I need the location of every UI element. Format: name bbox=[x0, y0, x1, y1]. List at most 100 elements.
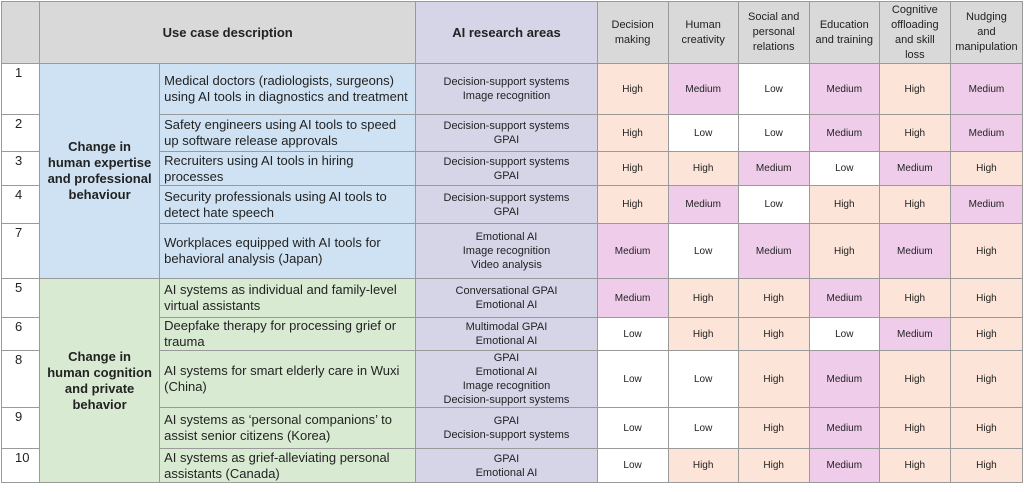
rating-cognitive-offloading: High bbox=[878, 448, 951, 483]
row-number: 7 bbox=[0, 223, 41, 279]
ai-area-item: Image recognition bbox=[462, 245, 551, 257]
rating-human-creativity: High bbox=[667, 151, 739, 186]
header-human-creativity: Human creativity bbox=[667, 1, 739, 64]
header-cognitive-offloading: Cognitive offloading and skill loss bbox=[878, 1, 951, 64]
rating-cognitive-offloading: Medium bbox=[878, 317, 951, 351]
ai-area-item: Decision-support systems bbox=[443, 394, 570, 406]
rating-social-relations: Medium bbox=[737, 151, 810, 186]
table-row: 7 Workplaces equipped with AI tools for b… bbox=[0, 223, 1024, 279]
rating-cognitive-offloading: High bbox=[878, 185, 951, 224]
rating-decision-making: High bbox=[596, 185, 669, 224]
rating-decision-making: Low bbox=[596, 317, 669, 351]
use-case-header: Use case description bbox=[39, 1, 417, 64]
table-row: 2 Safety engineers using AI tools to spee… bbox=[0, 114, 1024, 152]
group-label: Change in human expertise and professional… bbox=[39, 63, 161, 279]
use-case-description: Deepfake therapy for processing grief or… bbox=[159, 317, 417, 351]
rating-cognitive-offloading: Medium bbox=[878, 223, 951, 279]
ai-area-item: Image recognition bbox=[462, 90, 551, 102]
rating-decision-making: High bbox=[596, 114, 669, 152]
rating-cognitive-offloading: High bbox=[878, 407, 951, 449]
row-number: 2 bbox=[0, 114, 41, 152]
rating-nudging-manipulation: High bbox=[949, 350, 1024, 408]
rating-human-creativity: Low bbox=[667, 407, 739, 449]
rating-nudging-manipulation: Medium bbox=[949, 185, 1024, 224]
ai-area-item: GPAI bbox=[493, 415, 520, 427]
ai-area-item: GPAI bbox=[493, 452, 520, 465]
ai-research-areas: GPAI Emotional AI Image recognition Decisio… bbox=[415, 350, 598, 408]
rating-nudging-manipulation: High bbox=[949, 278, 1024, 318]
rating-education-training: Low bbox=[808, 317, 880, 351]
table-row: 6 Deepfake therapy for processing grief o… bbox=[0, 317, 1024, 351]
use-case-description: AI systems for smart elderly care in Wux… bbox=[159, 350, 417, 408]
rating-human-creativity: Low bbox=[667, 350, 739, 408]
header-nudging-manipulation: Nudging and manipulation bbox=[949, 1, 1024, 64]
table-row: 1 Change in human expertise and professiona… bbox=[0, 63, 1024, 279]
rating-decision-making: Medium bbox=[596, 278, 669, 318]
rating-education-training: Medium bbox=[808, 278, 880, 318]
ai-area-item: GPAI bbox=[493, 134, 520, 146]
rating-human-creativity: Low bbox=[667, 223, 739, 279]
header-education-training: Education and training bbox=[808, 1, 880, 64]
row-number: 6 bbox=[0, 317, 41, 351]
ai-research-areas: Decision-support systems GPAI bbox=[415, 151, 598, 186]
use-case-description: Workplaces equipped with AI tools for be… bbox=[159, 223, 417, 279]
rating-decision-making: Low bbox=[596, 350, 669, 408]
rating-cognitive-offloading: High bbox=[878, 114, 951, 152]
ai-area-item: Decision-support systems bbox=[443, 155, 570, 168]
ai-area-item: Decision-support systems bbox=[443, 429, 570, 441]
group-label: Change in human cognition and private behav… bbox=[39, 278, 161, 483]
row-number: 1 bbox=[0, 63, 41, 115]
ai-area-item: GPAI bbox=[493, 169, 520, 182]
header-social-relations: Social and personal relations bbox=[737, 1, 810, 64]
rating-education-training: High bbox=[808, 185, 880, 224]
rating-social-relations: High bbox=[737, 317, 810, 351]
ai-area-item: Multimodal GPAI bbox=[465, 321, 548, 333]
rating-social-relations: High bbox=[737, 350, 810, 408]
table-row: 9 AI systems as ‘personal companions’ to … bbox=[0, 407, 1024, 449]
ai-area-item: Emotional AI bbox=[475, 466, 538, 479]
use-case-description: AI systems as ‘personal companions’ to a… bbox=[159, 407, 417, 449]
rating-decision-making: High bbox=[596, 151, 669, 186]
header-decision-making: Decision making bbox=[596, 1, 669, 64]
rating-education-training: Medium bbox=[808, 114, 880, 152]
use-case-description: Safety engineers using AI tools to speed… bbox=[159, 114, 417, 152]
rating-nudging-manipulation: High bbox=[949, 407, 1024, 449]
rating-education-training: High bbox=[808, 223, 880, 279]
use-case-description: AI systems as individual and family-leve… bbox=[159, 278, 417, 318]
ai-area-item: Video analysis bbox=[471, 259, 542, 271]
rating-social-relations: High bbox=[737, 278, 810, 318]
corner-cell bbox=[0, 1, 41, 64]
rating-human-creativity: High bbox=[667, 278, 739, 318]
ai-area-item: Image recognition bbox=[462, 380, 551, 392]
rating-cognitive-offloading: High bbox=[878, 63, 951, 115]
use-case-description: Medical doctors (radiologists, surgeons)… bbox=[159, 63, 417, 115]
ai-area-item: Conversational GPAI bbox=[455, 285, 558, 297]
rating-human-creativity: Medium bbox=[667, 185, 739, 224]
rating-social-relations: Low bbox=[737, 63, 810, 115]
ai-area-item: GPAI bbox=[493, 352, 520, 364]
rating-nudging-manipulation: Medium bbox=[949, 114, 1024, 152]
ai-research-areas: Decision-support systems GPAI bbox=[415, 114, 598, 152]
rating-human-creativity: Low bbox=[667, 114, 739, 152]
rating-nudging-manipulation: High bbox=[949, 317, 1024, 351]
rating-education-training: Medium bbox=[808, 407, 880, 449]
row-number: 5 bbox=[0, 278, 41, 318]
rating-cognitive-offloading: High bbox=[878, 278, 951, 318]
ai-research-areas: Decision-support systems Image recognitio… bbox=[415, 63, 598, 115]
rating-nudging-manipulation: High bbox=[949, 448, 1024, 483]
rating-education-training: Medium bbox=[808, 448, 880, 483]
row-number: 9 bbox=[0, 407, 41, 449]
row-number: 4 bbox=[0, 185, 41, 224]
ai-area-item: GPAI bbox=[493, 205, 520, 218]
rating-education-training: Medium bbox=[808, 350, 880, 408]
ai-area-item: Emotional AI bbox=[475, 335, 538, 347]
table-row: 8 AI systems for smart elderly care in Wu… bbox=[0, 350, 1024, 408]
ai-areas-header: AI research areas bbox=[415, 1, 598, 64]
row-number: 8 bbox=[0, 350, 41, 408]
ai-research-areas: GPAI Emotional AI bbox=[415, 448, 598, 483]
use-case-description: Recruiters using AI tools in hiring proc… bbox=[159, 151, 417, 186]
ai-research-areas: Conversational GPAI Emotional AI bbox=[415, 278, 598, 318]
rating-social-relations: High bbox=[737, 448, 810, 483]
ai-area-item: Emotional AI bbox=[475, 299, 538, 311]
ai-area-item: Emotional AI bbox=[475, 366, 538, 378]
